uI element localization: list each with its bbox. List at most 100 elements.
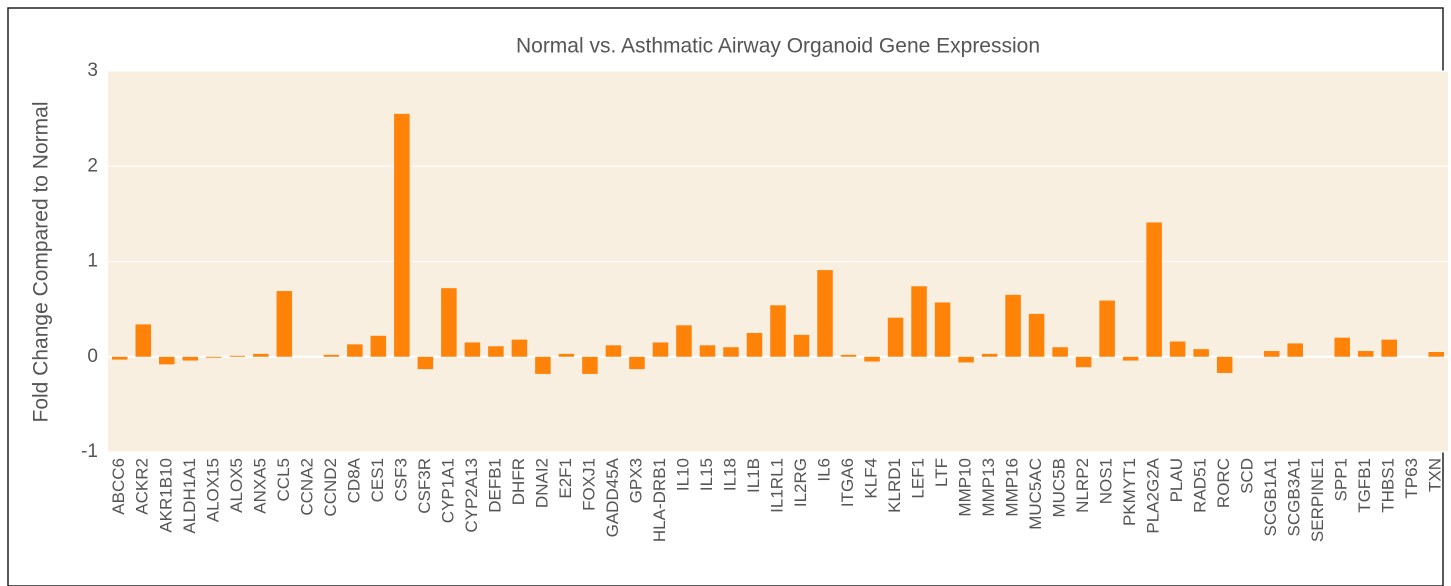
y-axis-label: Fold Change Compared to Normal: [30, 102, 53, 423]
bar: [558, 353, 575, 357]
x-tick-label: MUC5AC: [1026, 458, 1045, 530]
x-tick-label: ALOX15: [203, 458, 222, 522]
x-tick-label: SCGB1A1: [1261, 458, 1280, 536]
x-tick-label: ANXA5: [250, 458, 269, 514]
x-tick-label: AKR1B10: [156, 458, 175, 533]
x-tick-label: GADD45A: [603, 457, 622, 537]
x-tick-label: DHFR: [509, 458, 528, 505]
y-tick-label: 0: [87, 346, 98, 367]
bar: [958, 356, 974, 363]
x-tick-label: IL18: [720, 458, 739, 491]
bar: [723, 347, 739, 357]
x-tick-label: IL15: [697, 458, 716, 491]
x-tick-label: RAD51: [1191, 458, 1210, 513]
x-tick-label: IL1B: [744, 458, 763, 493]
bar: [276, 291, 293, 357]
bar: [1122, 356, 1139, 361]
bar: [253, 353, 269, 357]
bar: [1428, 351, 1445, 357]
bar: [1075, 356, 1092, 368]
x-tick-label: TP63: [1402, 458, 1421, 499]
x-tick-label: CCNA2: [297, 458, 316, 516]
chart-title: Normal vs. Asthmatic Airway Organoid Gen…: [516, 35, 1040, 58]
bar: [347, 344, 363, 357]
bar: [488, 346, 504, 357]
bar: [840, 354, 857, 357]
bar: [934, 302, 951, 357]
x-tick-label: MUC5B: [1050, 458, 1069, 518]
bar: [417, 356, 434, 370]
x-tick-label: DNAI2: [532, 458, 551, 508]
bar: [981, 353, 998, 357]
bar: [1263, 351, 1280, 357]
y-tick-label: 1: [87, 251, 98, 272]
bar: [1169, 341, 1186, 357]
x-tick-label: CCL5: [274, 458, 293, 501]
x-tick-label: DEFB1: [485, 458, 504, 513]
x-tick-label: KLRD1: [885, 458, 904, 513]
bar: [1357, 351, 1374, 357]
bar: [1216, 356, 1233, 373]
x-tick-label: CSF3R: [415, 458, 434, 514]
x-tick-label: ALOX5: [227, 458, 246, 513]
y-tick-label: 3: [87, 60, 98, 81]
y-tick-label: 2: [87, 155, 98, 176]
bar: [1099, 300, 1115, 357]
bar: [770, 305, 786, 357]
bar: [206, 356, 222, 358]
x-tick-label: HLA-DRB1: [650, 458, 669, 542]
bar: [1005, 294, 1021, 357]
bar: [135, 324, 152, 357]
x-tick-label: IL10: [673, 458, 692, 491]
y-tick-label: -1: [81, 441, 98, 462]
bar: [1287, 343, 1303, 357]
x-tick-label: MMP10: [956, 458, 975, 517]
x-tick-label: TGFB1: [1355, 458, 1374, 513]
bar: [159, 356, 175, 365]
x-tick-label: CYP1A1: [438, 458, 457, 523]
x-tick-label: IL1RL1: [767, 458, 786, 513]
x-tick-label: GPX3: [626, 458, 645, 503]
x-tick-label: CES1: [368, 458, 387, 502]
x-tick-label: MMP13: [979, 458, 998, 517]
bar: [1193, 349, 1209, 357]
bar: [887, 317, 904, 357]
x-tick-label: PLAU: [1167, 458, 1186, 502]
x-tick-label: NLRP2: [1073, 458, 1092, 513]
x-tick-label: MMP16: [1003, 458, 1022, 517]
bar: [1334, 337, 1350, 357]
bar: [535, 356, 551, 374]
bar: [1381, 339, 1397, 357]
bar: [1028, 313, 1045, 357]
bar: [111, 356, 128, 360]
x-tick-label: LEF1: [909, 458, 928, 499]
bar: [864, 356, 880, 362]
x-tick-label: CCND2: [321, 458, 340, 517]
x-tick-label: SCD: [1238, 458, 1257, 494]
x-tick-label: ABCC6: [109, 458, 128, 515]
x-tick-label: IL2RG: [791, 458, 810, 507]
bar: [699, 345, 716, 357]
bar: [370, 335, 387, 357]
bar: [441, 288, 457, 357]
bar: [464, 342, 481, 357]
x-tick-label: THBS1: [1379, 458, 1398, 513]
bar: [605, 345, 622, 357]
x-tick-label: ALDH1A1: [180, 458, 199, 534]
x-tick-label: SCGB3A1: [1285, 458, 1304, 536]
x-tick-label: KLF4: [862, 458, 881, 499]
x-tick-label: IL6: [815, 458, 834, 482]
x-tick-label: ACKR2: [133, 458, 152, 515]
x-tick-label: FOXJ1: [579, 458, 598, 511]
bar: [793, 334, 810, 357]
bar: [229, 355, 246, 357]
x-tick-label: PKMYT1: [1120, 458, 1139, 526]
x-tick-label: SERPINE1: [1308, 458, 1327, 542]
x-tick-label: E2F1: [556, 458, 575, 499]
bar: [746, 332, 763, 357]
bar: [323, 354, 340, 357]
bar: [1052, 347, 1068, 357]
bar: [629, 356, 645, 370]
x-tick-label: PLA2G2A: [1144, 457, 1163, 533]
